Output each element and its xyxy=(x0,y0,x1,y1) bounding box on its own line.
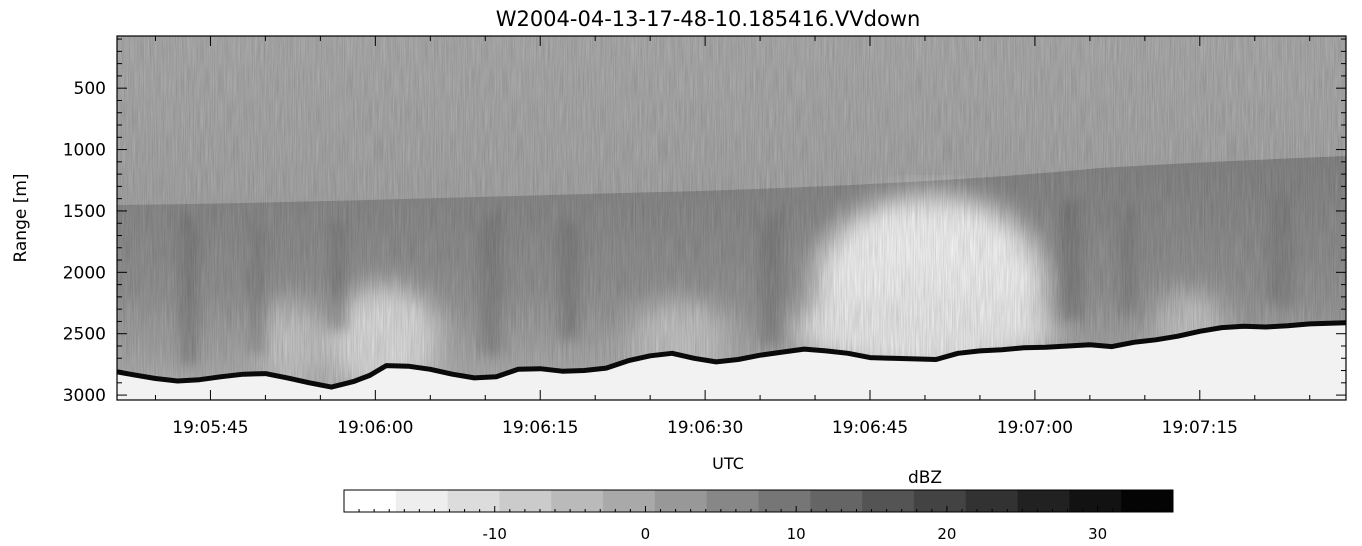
y-tick-label: 500 xyxy=(74,79,106,99)
colorbar-swatch xyxy=(913,490,967,512)
colorbar-swatch xyxy=(1121,490,1174,512)
colorbar-swatch xyxy=(706,490,759,512)
colorbar-swatch xyxy=(965,490,1019,512)
y-tick-label: 1000 xyxy=(63,141,106,161)
y-tick-label: 3000 xyxy=(63,386,106,406)
colorbar-tick-label: 30 xyxy=(1088,525,1107,543)
colorbar-swatch xyxy=(395,490,449,512)
x-tick-label: 19:07:00 xyxy=(997,418,1073,438)
colorbar-swatch xyxy=(344,490,397,512)
x-tick-label: 19:06:30 xyxy=(667,418,743,438)
colorbar-tick-label: 0 xyxy=(641,525,651,543)
colorbar-tick-label: 20 xyxy=(937,525,956,543)
colorbar-swatch xyxy=(1069,490,1122,512)
surface-echo-line xyxy=(117,320,1346,390)
colorbar: -10 0 10 20 30 xyxy=(343,489,1174,543)
colorbar-tick-label: 10 xyxy=(787,525,806,543)
y-tick-label: 1500 xyxy=(63,202,106,222)
x-tick-label: 19:05:45 xyxy=(172,418,248,438)
plot-area xyxy=(117,36,1346,400)
x-axis-label: UTC xyxy=(712,454,744,473)
colorbar-label: dBZ xyxy=(908,468,942,488)
x-axis: 19:05:45 19:06:00 19:06:15 19:06:30 19:06:45… xyxy=(154,36,1311,438)
plot-frame xyxy=(116,35,1347,401)
colorbar-swatch xyxy=(758,490,811,512)
colorbar-swatch xyxy=(1017,490,1070,512)
colorbar-swatch xyxy=(551,490,604,512)
chart-title: W2004-04-13-17-48-10.185416.VVdown xyxy=(496,7,921,31)
x-tick-label: 19:06:15 xyxy=(502,418,578,438)
colorbar-swatch xyxy=(654,490,708,512)
colorbar-swatch xyxy=(810,490,863,512)
x-tick-label: 19:06:00 xyxy=(337,418,413,438)
y-axis: 500 1000 1500 2000 2500 3000 xyxy=(63,38,1346,406)
y-tick-label: 2000 xyxy=(63,263,106,283)
colorbar-frame xyxy=(343,489,1174,513)
colorbar-swatch xyxy=(447,490,500,512)
y-axis-label: Range [m] xyxy=(11,173,31,262)
colorbar-tick-label: -10 xyxy=(482,525,507,543)
colorbar-swatch xyxy=(499,490,552,512)
x-tick-label: 19:06:45 xyxy=(832,418,908,438)
x-tick-label: 19:07:15 xyxy=(1162,418,1238,438)
y-tick-label: 2500 xyxy=(63,325,106,345)
colorbar-swatch xyxy=(603,490,656,512)
colorbar-swatch xyxy=(862,490,915,512)
